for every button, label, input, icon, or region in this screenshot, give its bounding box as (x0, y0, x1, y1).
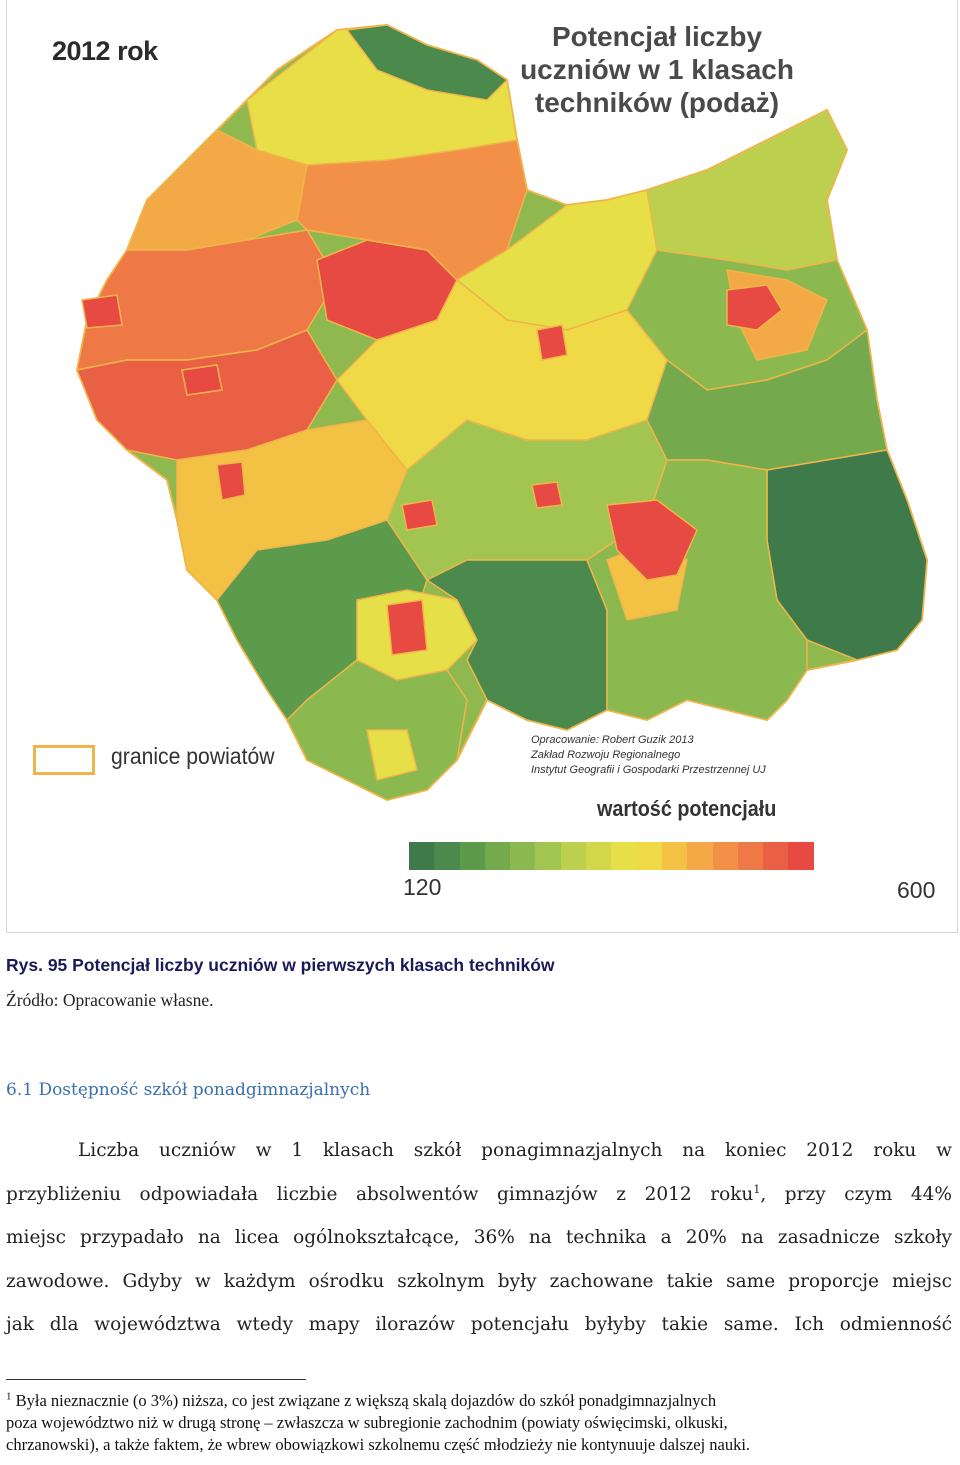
credit-line: Zakład Rozwoju Regionalnego (531, 749, 681, 761)
scale-step (763, 842, 789, 870)
legend-border-swatch (33, 745, 95, 775)
footnote-line-text: Była nieznacznie (o 3%) niższa, co jest … (15, 1391, 717, 1410)
scale-step (661, 842, 688, 870)
footnote-line: poza województwo niż w drugą stronę – zw… (6, 1413, 728, 1432)
color-scale-bar (409, 842, 814, 870)
scale-step (586, 842, 612, 870)
scale-step (737, 842, 764, 870)
scale-step (459, 842, 485, 870)
paragraph-line: jak dla województwa wtedy mapy ilorazów … (6, 1314, 952, 1335)
scale-step (712, 842, 738, 870)
paragraph-line: miejsc przypadało na licea ogólnokształc… (6, 1227, 952, 1248)
powiat-patches (75, 24, 928, 801)
scale-step (560, 842, 587, 870)
map-figure: 2012 rok Potencjał liczby uczniów w 1 kl… (6, 0, 958, 933)
map-credits: Opracowanie: Robert Guzik 2013 Zakład Ro… (531, 733, 766, 778)
map-title-line: techników (podaż) (534, 87, 780, 118)
figure-source: Źródło: Opracowanie własne. (6, 990, 214, 1010)
credit-line: Instytut Geografii i Gospodarki Przestrz… (531, 764, 766, 776)
map-title-line: Potencjał liczby (551, 21, 763, 52)
map-year: 2012 rok (52, 36, 158, 66)
scale-step (484, 842, 511, 870)
scale-step (788, 842, 814, 870)
map-title-line: uczniów w 1 klasach (520, 54, 794, 85)
footnote-line: chrzanowski), a także faktem, że wbrew o… (6, 1435, 751, 1454)
legend-border-label: granice powiatów (111, 743, 275, 769)
scale-min-label: 120 (403, 874, 442, 900)
paragraph-line-text: , przy czym 44% (760, 1183, 952, 1205)
footnote-ref[interactable]: 1 (753, 1182, 761, 1196)
figure-caption: Rys. 95 Potencjał liczby uczniów w pierw… (6, 955, 555, 975)
scale-step (636, 842, 662, 870)
footnote-divider (6, 1379, 306, 1380)
scale-step (535, 842, 561, 870)
choropleth-map (75, 23, 929, 802)
paragraph-line: przybliżeniu odpowiadała liczbie absolwe… (6, 1173, 952, 1217)
scale-step (409, 842, 435, 870)
footnote-number: 1 (6, 1390, 12, 1403)
scale-step (687, 842, 713, 870)
scale-step (434, 842, 460, 870)
paragraph-line: Liczba uczniów w 1 klasach szkół ponagim… (78, 1140, 952, 1161)
credit-line: Opracowanie: Robert Guzik 2013 (531, 734, 694, 746)
footnote-line: 1 Była nieznacznie (o 3%) niższa, co jes… (6, 1390, 952, 1412)
scale-step (611, 842, 637, 870)
map-title: Potencjał liczby uczniów w 1 klasach tec… (497, 20, 817, 119)
scale-max-label: 600 (897, 877, 936, 903)
paragraph-line-text: przybliżeniu odpowiadała liczbie absolwe… (6, 1183, 754, 1205)
footnote: 1 Była nieznacznie (o 3%) niższa, co jes… (6, 1390, 952, 1456)
body-paragraph: Liczba uczniów w 1 klasach szkół ponagim… (6, 1129, 952, 1347)
scale-title: wartość potencjału (597, 796, 777, 821)
scale-step (510, 842, 536, 870)
paragraph-line: zawodowe. Gdyby w każdym ośrodku szkolny… (6, 1270, 952, 1292)
section-heading: 6.1 Dostępność szkół ponadgimnazjalnych (6, 1080, 371, 1100)
